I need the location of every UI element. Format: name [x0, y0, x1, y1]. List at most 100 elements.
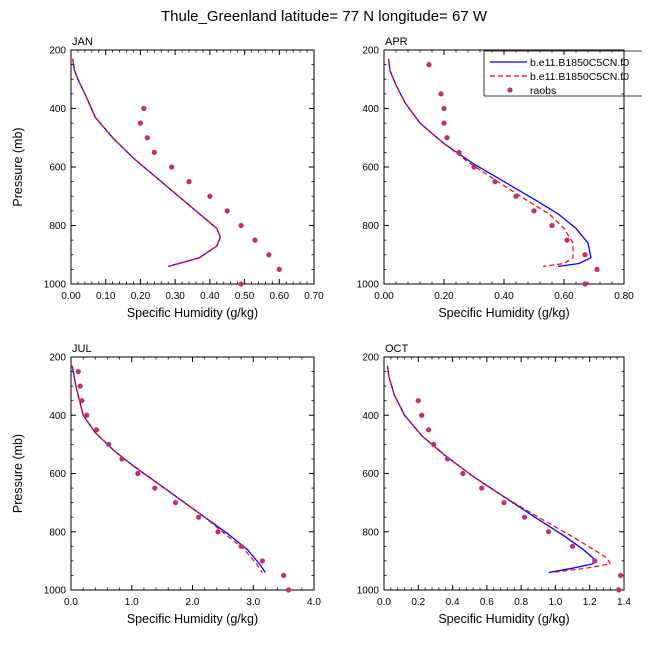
model-line-dashed — [72, 58, 221, 268]
raob-point — [521, 514, 528, 520]
x-tick-label: 1.2 — [583, 597, 597, 608]
raob-point — [592, 558, 598, 564]
y-tick-label: 600 — [362, 163, 379, 174]
y-tick-label: 1000 — [357, 586, 380, 597]
model-line-solid — [387, 58, 592, 268]
raob-point — [135, 470, 141, 477]
x-tick-label: 0.00 — [61, 291, 81, 302]
model-line-dashed — [71, 365, 263, 573]
panel-label: APR — [385, 36, 408, 48]
panel-label: JUL — [72, 343, 92, 355]
raob-point — [93, 427, 100, 433]
raob-point — [281, 572, 287, 579]
raob-point — [137, 120, 144, 126]
y-tick-label: 400 — [49, 104, 66, 115]
y-tick-label: 200 — [49, 353, 66, 364]
x-tick-label: 0.60 — [270, 291, 290, 302]
raob-point — [426, 62, 432, 68]
model-line-dashed — [387, 58, 574, 268]
raob-point — [215, 529, 221, 535]
raob-point — [238, 281, 244, 287]
y-tick-label: 200 — [49, 46, 66, 57]
raob-point — [169, 164, 175, 170]
raob-point — [144, 135, 150, 141]
raob-point — [119, 456, 125, 462]
raob-point — [207, 193, 213, 199]
plot-frame — [70, 49, 315, 285]
x-tick-label: 0.2 — [411, 597, 425, 608]
x-tick-label: 0.40 — [494, 291, 514, 302]
y-tick-label: 800 — [49, 221, 66, 232]
y-axis-label: Pressure (mb) — [11, 434, 25, 513]
raob-point — [582, 252, 588, 258]
raob-point — [479, 485, 485, 491]
legend-label: raobs — [530, 85, 556, 97]
raob-point — [224, 208, 230, 214]
raob-point — [492, 179, 498, 185]
x-tick-label: 1.0 — [548, 597, 562, 608]
raob-point — [84, 412, 90, 418]
y-tick-label: 400 — [49, 411, 66, 422]
raob-point — [616, 587, 622, 593]
y-tick-label: 1000 — [357, 280, 380, 291]
raob-point — [594, 266, 600, 272]
panel-label: JAN — [72, 36, 93, 48]
y-tick-label: 1000 — [44, 280, 67, 291]
raob-point — [77, 383, 83, 389]
x-tick-label: 0.10 — [96, 291, 116, 302]
x-axis-label: Specific Humidity (g/kg) — [127, 306, 258, 320]
model-line-solid — [71, 365, 266, 573]
raob-point — [195, 514, 202, 520]
raob-point — [172, 500, 179, 506]
raob-point — [456, 149, 462, 155]
y-tick-label: 600 — [49, 163, 66, 174]
legend: b.e11.B1850C5CN.f0 b.e11.B1850C5CN.f0 raob… — [483, 50, 642, 97]
x-axis-label: Specific Humidity (g/kg) — [438, 612, 569, 626]
raob-point — [276, 266, 282, 272]
raob-point — [431, 441, 437, 447]
y-tick-label: 400 — [362, 104, 379, 115]
raob-point — [617, 572, 624, 579]
x-tick-label: 4.0 — [307, 597, 321, 608]
raob-point — [460, 470, 466, 477]
plot-frame — [383, 49, 625, 285]
raob-point — [425, 427, 432, 433]
y-tick-label: 800 — [362, 221, 379, 232]
raob-point — [444, 135, 450, 141]
y-tick-label: 200 — [362, 46, 379, 57]
x-tick-label: 0.4 — [446, 597, 460, 608]
x-tick-label: 0.60 — [554, 291, 574, 302]
legend-label: b.e11.B1850C5CN.f0 — [530, 71, 629, 83]
raob-point — [419, 412, 425, 418]
raob-point — [238, 543, 244, 549]
raob-point — [186, 179, 192, 185]
raob-point — [441, 120, 447, 126]
x-tick-label: 0.00 — [374, 291, 394, 302]
x-tick-label: 3.0 — [246, 597, 260, 608]
raob-point — [438, 91, 444, 97]
y-tick-label: 600 — [362, 469, 379, 480]
raob-point — [238, 222, 244, 229]
raob-point — [259, 558, 265, 564]
model-line-solid — [386, 365, 594, 574]
x-tick-label: 0.80 — [614, 291, 634, 302]
raob-point — [471, 164, 477, 170]
raob-point — [106, 441, 112, 447]
figure-title: Thule_Greenland latitude= 77 N longitude… — [160, 8, 488, 25]
x-tick-label: 0.70 — [304, 291, 324, 302]
y-tick-label: 1000 — [44, 586, 67, 597]
y-tick-label: 800 — [49, 527, 66, 538]
panel-jan: 0.00 0.10 0.20 0.30 0.40 0.50 0.60 0.70 200 400 60… — [11, 36, 324, 320]
x-tick-label: 0.0 — [377, 597, 391, 608]
raob-point — [513, 193, 519, 199]
y-tick-label: 800 — [362, 527, 379, 538]
y-tick-label: 400 — [362, 411, 379, 422]
x-axis-label: Specific Humidity (g/kg) — [127, 612, 258, 626]
panel-label: OCT — [385, 343, 409, 355]
x-tick-label: 0.6 — [480, 597, 494, 608]
x-axis-label: Specific Humidity (g/kg) — [438, 306, 569, 320]
raob-point — [79, 398, 85, 404]
plot-frame — [70, 356, 315, 591]
raob-point — [564, 237, 570, 243]
raob-point — [569, 543, 576, 549]
